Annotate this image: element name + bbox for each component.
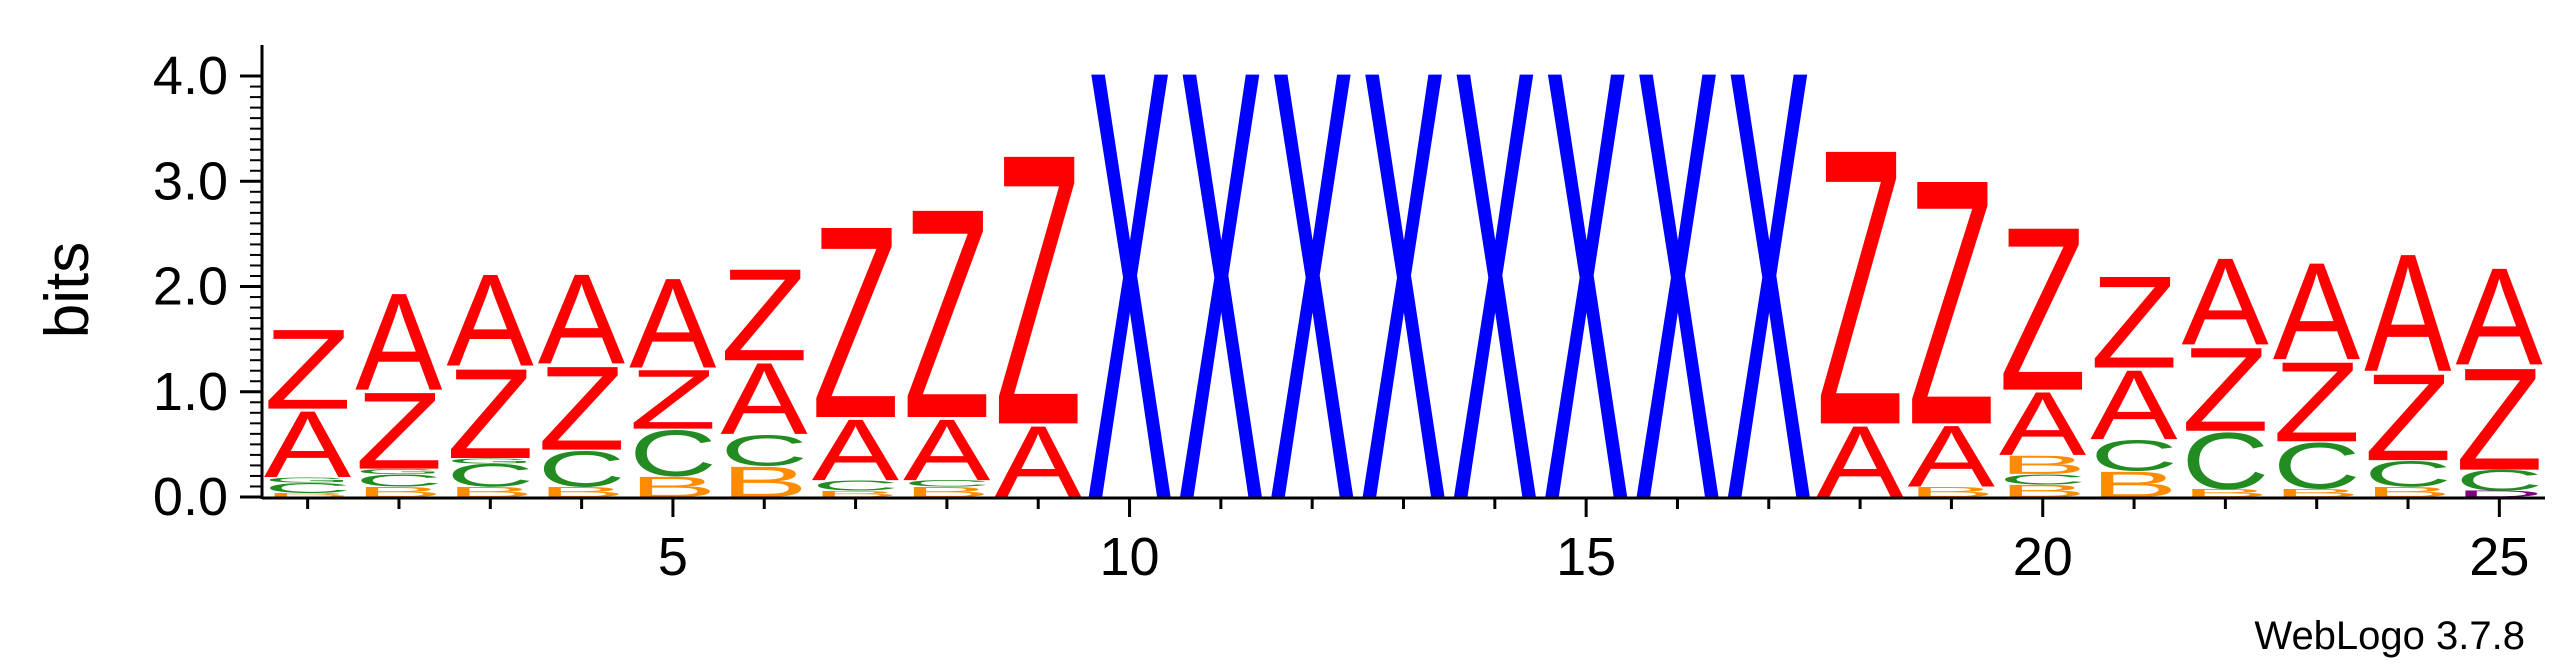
x-tick-label: 25	[2469, 527, 2529, 587]
logo-letter-a: A	[2456, 239, 2543, 394]
logo-letter-a: A	[2364, 219, 2452, 406]
logo-letter-z: Z	[1908, 105, 1996, 498]
y-tick-label: 2.0	[153, 257, 228, 317]
logo-letter-c: C	[355, 471, 443, 491]
logo-letter-a: A	[2090, 349, 2178, 460]
logo-letter-z: Z	[994, 73, 1082, 505]
logo-letter-b: B	[1908, 484, 1996, 500]
logo-letter-z: Z	[2456, 337, 2544, 500]
logo-letter-z: Z	[2090, 249, 2178, 396]
logo-letter-a: A	[446, 246, 534, 393]
logo-letter-b: B	[264, 492, 352, 499]
logo-letter-b: B	[1999, 481, 2087, 501]
logo-letter-c: C	[2456, 464, 2544, 497]
logo-letter-c: C	[2090, 431, 2178, 480]
logo-letter-c: C	[903, 479, 991, 489]
logo-letter-x: X	[1268, 0, 1356, 628]
logo-letter-x: X	[1725, 0, 1813, 628]
y-axis-label: bits	[33, 242, 102, 338]
y-tick-label: 4.0	[153, 46, 228, 106]
logo-letter-a: A	[538, 248, 626, 391]
logo-letter-a: A	[1908, 407, 1996, 505]
x-tick-label: 10	[1100, 527, 1160, 587]
logo-letter-g: G	[446, 457, 534, 465]
logo-letter-b: B	[355, 484, 443, 500]
logo-letter-a: A	[812, 401, 900, 499]
x-tick-label: 20	[2013, 527, 2073, 587]
logo-letter-c: C	[2182, 416, 2270, 506]
logo-letter-z: Z	[1999, 179, 2087, 441]
logo-letter-z: Z	[2182, 323, 2270, 457]
logo-letter-c: C	[812, 478, 900, 494]
logo-letter-z: Z	[538, 342, 626, 476]
y-tick-label: 3.0	[153, 151, 228, 211]
logo-letter-c: C	[720, 426, 808, 475]
logo-letter-z: Z	[2273, 339, 2361, 466]
logo-letter-g: G	[264, 476, 352, 484]
logo-letter-b: B	[538, 484, 626, 500]
logo-letter-x: X	[1451, 0, 1539, 628]
logo-letter-z: Z	[264, 307, 352, 434]
x-tick-label: 15	[1556, 527, 1616, 587]
logo-letter-b: B	[812, 489, 900, 499]
logo-letter-z: Z	[1816, 66, 1904, 507]
logo-letter-c: C	[538, 440, 626, 497]
logo-letter-z: Z	[2364, 349, 2452, 487]
logo-letter-a: A	[2182, 233, 2269, 371]
weblogo-credit: WebLogo 3.7.8	[2254, 614, 2525, 658]
logo-letter-a: A	[264, 392, 352, 498]
logo-letter-x: X	[1177, 0, 1265, 628]
logo-letter-a: A	[2273, 234, 2360, 389]
logo-letter-x: X	[1542, 0, 1630, 628]
logo-letter-c: C	[264, 480, 352, 496]
logo-letter-x: X	[1086, 0, 1174, 628]
logo-letter-c: C	[446, 458, 534, 494]
logo-letter-b: B	[2182, 486, 2270, 499]
logo-letter-z: Z	[903, 145, 991, 480]
logo-letter-c: C	[629, 417, 717, 490]
logo-letter-z: Z	[355, 370, 443, 493]
logo-letter-a: A	[629, 253, 717, 396]
logo-letter-c: C	[2364, 453, 2452, 494]
logo-letter-b: B	[1999, 450, 2087, 479]
x-tick-label: 5	[658, 527, 688, 587]
logo-letter-z: Z	[812, 170, 900, 476]
logo-letter-z: Z	[446, 342, 534, 485]
logo-letter-b: B	[2273, 486, 2361, 499]
logo-letter-x: X	[1634, 0, 1722, 628]
logo-letter-a: A	[1999, 373, 2086, 474]
logo-letter-d: D	[2456, 489, 2544, 499]
y-tick-label: 0.0	[153, 467, 228, 527]
x-axis: 5 10 15 20 25	[262, 496, 2545, 587]
logo-letter-b: B	[446, 484, 534, 500]
logo-letter-b: B	[903, 484, 991, 500]
logo-letter-z: Z	[629, 352, 717, 447]
logo-letter-a: A	[355, 264, 442, 419]
logo-letter-z: Z	[720, 242, 808, 389]
logo-letter-g: G	[355, 467, 443, 475]
logo-letter-x: X	[1360, 0, 1448, 628]
logo-letter-b: B	[2364, 484, 2452, 500]
logo-letter-c: C	[2273, 429, 2361, 502]
y-tick-label: 1.0	[153, 362, 228, 422]
logo-letter-a: A	[720, 342, 808, 456]
logo-letter-c: C	[1999, 471, 2087, 487]
logo-letter-a: A	[903, 401, 991, 499]
y-axis: 0.0 1.0 2.0 3.0 4.0	[153, 45, 264, 527]
